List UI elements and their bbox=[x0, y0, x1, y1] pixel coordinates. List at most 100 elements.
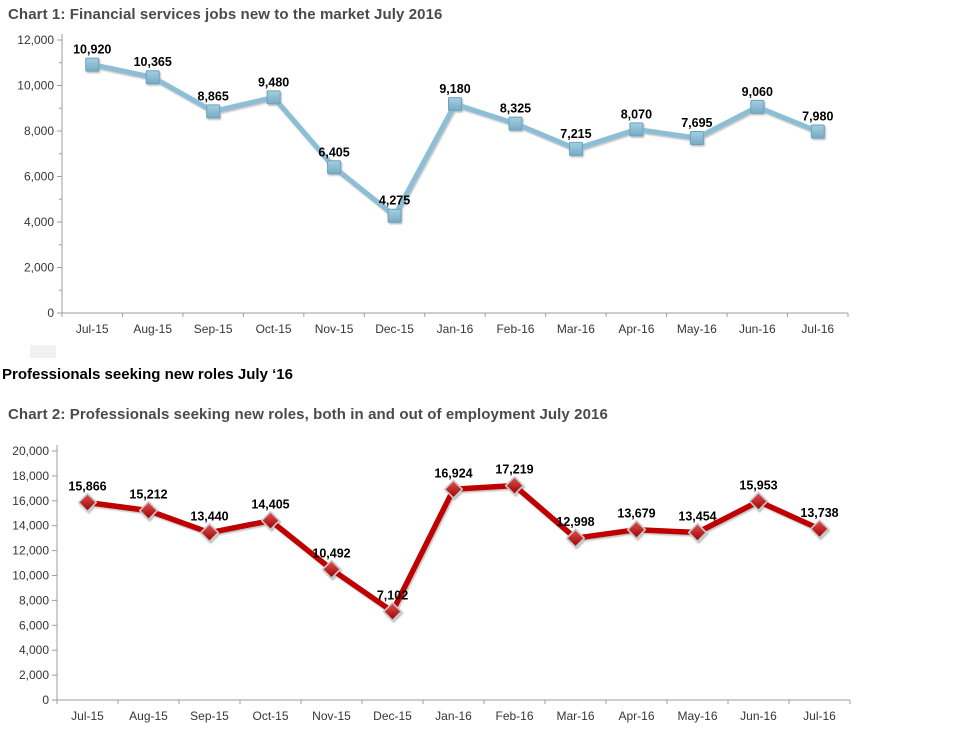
chart1-plot-area: 0 2,000 4,000 6,000 8,000 10,000 12,000 Jul-15 A… bbox=[17, 33, 849, 336]
x-tick-label: Feb-16 bbox=[496, 322, 534, 336]
y-tick-label: 4,000 bbox=[24, 215, 54, 229]
y-tick-label: 8,000 bbox=[19, 593, 49, 607]
chart2-title: Chart 2: Professionals seeking new roles… bbox=[8, 406, 608, 423]
data-point-marker bbox=[748, 491, 769, 511]
y-tick-label: 12,000 bbox=[12, 544, 49, 558]
series-group bbox=[85, 57, 825, 223]
x-tick-label: Jan-16 bbox=[435, 709, 472, 723]
x-tick-label: Dec-15 bbox=[373, 709, 412, 723]
data-point-label: 7,102 bbox=[377, 589, 408, 603]
x-tick-label: Mar-16 bbox=[557, 322, 595, 336]
data-point-marker bbox=[327, 160, 342, 175]
data-point-label: 8,325 bbox=[500, 102, 531, 116]
data-point-label: 10,492 bbox=[312, 546, 350, 560]
data-point-label: 14,405 bbox=[251, 498, 289, 512]
data-point-marker bbox=[199, 523, 220, 543]
y-tick-label: 14,000 bbox=[12, 519, 49, 533]
x-tick-label: Nov-15 bbox=[315, 322, 354, 336]
y-tick-label: 2,000 bbox=[24, 261, 54, 275]
data-point-label: 8,070 bbox=[621, 107, 652, 121]
x-tick-label: May-16 bbox=[677, 709, 717, 723]
data-point-label: 7,980 bbox=[802, 109, 833, 123]
data-point-marker bbox=[629, 122, 644, 137]
data-point-marker bbox=[77, 492, 98, 513]
data-point-marker bbox=[260, 511, 281, 531]
data-point-label: 15,866 bbox=[68, 479, 106, 493]
y-tick-label: 0 bbox=[47, 306, 54, 320]
data-point-label: 12,998 bbox=[556, 515, 594, 529]
chart1-title: Chart 1: Financial services jobs new to … bbox=[8, 6, 443, 23]
data-point-label: 15,212 bbox=[129, 488, 167, 502]
data-point-label: 7,215 bbox=[560, 127, 591, 141]
x-tick-label: Jun-16 bbox=[739, 322, 776, 336]
x-tick-label: Feb-16 bbox=[495, 709, 533, 723]
x-tick-label: Oct-15 bbox=[256, 322, 292, 336]
data-point-marker bbox=[448, 97, 462, 112]
data-point-marker bbox=[565, 528, 586, 548]
x-tick-label: Mar-16 bbox=[556, 709, 594, 723]
data-point-label: 6,405 bbox=[318, 145, 349, 159]
data-point-label: 8,865 bbox=[198, 89, 229, 103]
x-tick-label: Jul-15 bbox=[76, 322, 109, 336]
data-point-label: 13,738 bbox=[800, 506, 838, 520]
y-tick-label: 6,000 bbox=[19, 618, 49, 632]
y-tick-label: 4,000 bbox=[19, 643, 49, 657]
x-tick-label: Jun-16 bbox=[740, 709, 777, 723]
x-tick-label: Sep-15 bbox=[194, 322, 233, 336]
data-point-marker bbox=[387, 208, 402, 223]
data-point-label: 16,924 bbox=[434, 466, 472, 480]
data-point-marker bbox=[382, 601, 403, 622]
artifact-highlight bbox=[30, 345, 56, 358]
y-tick-label: 12,000 bbox=[17, 33, 54, 47]
x-tick-label: Dec-15 bbox=[375, 322, 414, 336]
y-tick-label: 10,000 bbox=[17, 79, 54, 93]
x-tick-label: May-16 bbox=[677, 322, 717, 336]
x-tick-label: Jan-16 bbox=[437, 322, 474, 336]
data-point-label: 10,365 bbox=[134, 55, 172, 69]
data-point-marker bbox=[206, 104, 221, 119]
data-point-label: 17,219 bbox=[495, 463, 533, 477]
x-tick-label: Jul-15 bbox=[71, 709, 104, 723]
data-point-label: 15,953 bbox=[739, 478, 777, 492]
data-point-marker bbox=[138, 501, 159, 521]
data-point-marker bbox=[809, 519, 830, 539]
data-point-label: 9,480 bbox=[258, 75, 289, 89]
data-point-label: 4,275 bbox=[379, 194, 410, 208]
chart2-plot-area: 0 2,000 4,000 6,000 8,000 10,000 12,000 14,000 1… bbox=[12, 444, 851, 723]
y-tick-label: 18,000 bbox=[12, 469, 49, 483]
y-tick-label: 20,000 bbox=[12, 444, 49, 458]
x-tick-label: Aug-15 bbox=[133, 322, 172, 336]
x-tick-label: Sep-15 bbox=[190, 709, 229, 723]
x-tick-label: Jul-16 bbox=[801, 322, 834, 336]
data-point-marker bbox=[687, 522, 708, 543]
section-heading: Professionals seeking new roles July ‘16 bbox=[2, 366, 293, 383]
x-tick-label: Apr-16 bbox=[618, 322, 654, 336]
y-tick-label: 10,000 bbox=[12, 569, 49, 583]
data-point-marker bbox=[508, 116, 523, 131]
data-point-marker bbox=[266, 90, 281, 105]
data-point-marker bbox=[750, 99, 765, 114]
data-point-marker bbox=[626, 520, 647, 540]
data-point-label: 10,920 bbox=[73, 43, 111, 57]
data-point-marker bbox=[321, 559, 342, 579]
x-tick-label: Oct-15 bbox=[252, 709, 288, 723]
y-tick-label: 2,000 bbox=[19, 668, 49, 682]
x-tick-label: Jul-16 bbox=[803, 709, 836, 723]
data-point-label: 13,440 bbox=[190, 510, 228, 524]
y-tick-label: 6,000 bbox=[24, 170, 54, 184]
y-tick-label: 8,000 bbox=[24, 124, 54, 138]
data-point-marker bbox=[504, 476, 525, 496]
series-group bbox=[77, 476, 830, 622]
x-tick-label: Aug-15 bbox=[129, 709, 168, 723]
series-line bbox=[84, 482, 823, 615]
y-tick-label: 16,000 bbox=[12, 494, 49, 508]
data-point-marker bbox=[810, 124, 825, 139]
data-point-label: 13,679 bbox=[617, 507, 655, 521]
data-point-marker bbox=[443, 479, 464, 499]
y-tick-label: 0 bbox=[42, 693, 49, 707]
data-point-label: 13,454 bbox=[678, 509, 716, 523]
x-tick-label: Nov-15 bbox=[312, 709, 351, 723]
data-point-label: 7,695 bbox=[681, 116, 712, 130]
data-point-marker bbox=[85, 57, 100, 72]
data-point-marker bbox=[689, 130, 704, 145]
